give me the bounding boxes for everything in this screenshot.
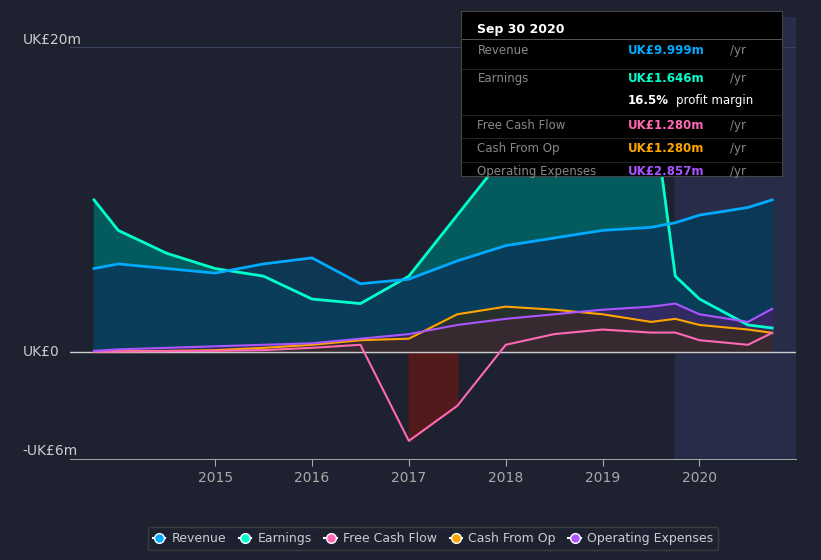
Text: /yr: /yr (731, 44, 746, 57)
Bar (675, 17, 796, 459)
Text: UK£1.646m: UK£1.646m (628, 72, 704, 85)
Text: /yr: /yr (731, 72, 746, 85)
Text: profit margin: profit margin (676, 94, 753, 107)
Text: UK£0: UK£0 (22, 346, 59, 360)
Text: Free Cash Flow: Free Cash Flow (478, 119, 566, 132)
Text: UK£20m: UK£20m (22, 33, 81, 47)
Text: Operating Expenses: Operating Expenses (478, 165, 597, 178)
Text: /yr: /yr (731, 142, 746, 155)
Text: UK£1.280m: UK£1.280m (628, 142, 704, 155)
Text: UK£2.857m: UK£2.857m (628, 165, 704, 178)
Text: Cash From Op: Cash From Op (478, 142, 560, 155)
Text: Revenue: Revenue (478, 44, 529, 57)
Text: Earnings: Earnings (478, 72, 529, 85)
Text: -UK£6m: -UK£6m (22, 444, 78, 458)
Text: Sep 30 2020: Sep 30 2020 (478, 23, 565, 36)
Text: UK£9.999m: UK£9.999m (628, 44, 704, 57)
Text: 16.5%: 16.5% (628, 94, 669, 107)
Text: /yr: /yr (731, 119, 746, 132)
Legend: Revenue, Earnings, Free Cash Flow, Cash From Op, Operating Expenses: Revenue, Earnings, Free Cash Flow, Cash … (148, 528, 718, 550)
Text: /yr: /yr (731, 165, 746, 178)
Text: UK£1.280m: UK£1.280m (628, 119, 704, 132)
